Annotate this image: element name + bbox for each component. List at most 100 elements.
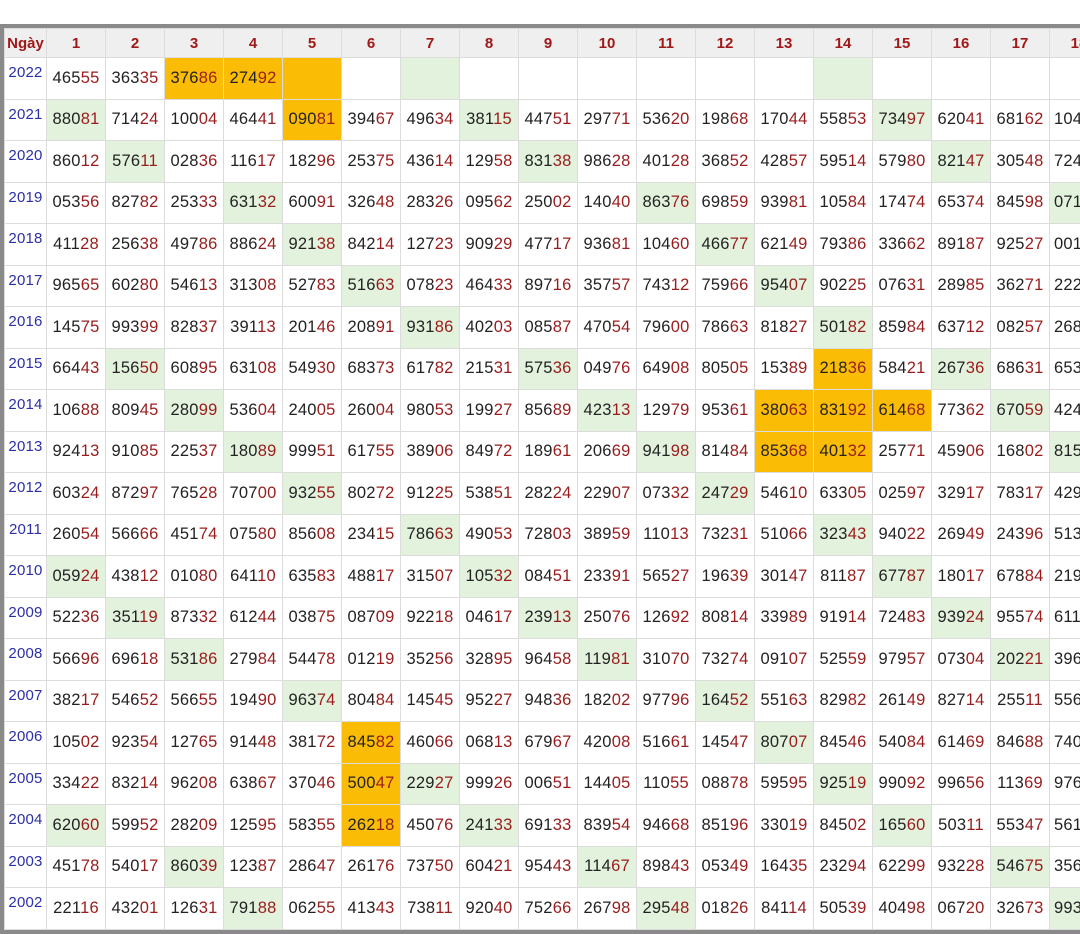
- result-cell: 26218: [342, 805, 401, 847]
- result-cell: 54613: [165, 265, 224, 307]
- result-last-two-digits: 24: [81, 484, 100, 502]
- result-cell: 42857: [755, 141, 814, 183]
- result-last-two-digits: 88: [1025, 733, 1044, 751]
- result-cell: 12765: [165, 722, 224, 764]
- result-prefix: 902: [820, 276, 848, 294]
- result-cell: 611: [1050, 597, 1080, 639]
- header-day-18: 18: [1050, 29, 1080, 58]
- result-last-two-digits: 74: [317, 691, 336, 709]
- result-cell: 19927: [460, 390, 519, 432]
- result-prefix: 912: [407, 484, 435, 502]
- result-cell: 36271: [991, 265, 1050, 307]
- result-prefix: 194: [230, 691, 258, 709]
- result-prefix: 914: [230, 733, 258, 751]
- result-prefix: 339: [761, 608, 789, 626]
- result-prefix: 088: [702, 774, 730, 792]
- result-cell: 10688: [47, 390, 106, 432]
- result-last-two-digits: 49: [907, 691, 926, 709]
- result-cell: 356: [1050, 846, 1080, 888]
- result-cell: 70700: [224, 473, 283, 515]
- result-cell: 33989: [755, 597, 814, 639]
- result-prefix: 851: [702, 816, 730, 834]
- result-cell: 80505: [696, 348, 755, 390]
- result-last-two-digits: 56: [966, 774, 985, 792]
- result-last-two-digits: 86: [199, 69, 218, 87]
- result-cell: 16435: [755, 846, 814, 888]
- result-prefix: 413: [348, 899, 376, 917]
- result-prefix: 925: [820, 774, 848, 792]
- result-last-two-digits: 60: [81, 816, 100, 834]
- result-prefix: 691: [525, 816, 553, 834]
- result-cell: 01080: [165, 556, 224, 598]
- result-cell: 561: [1050, 805, 1080, 847]
- result-cell: 31507: [401, 556, 460, 598]
- result-prefix: 922: [407, 608, 435, 626]
- result-cell: 66443: [47, 348, 106, 390]
- result-cell: 30147: [755, 556, 814, 598]
- result-cell: 95227: [460, 680, 519, 722]
- result-cell: 57980: [873, 141, 932, 183]
- result-cell: 89187: [932, 224, 991, 266]
- year-label: 2011: [5, 514, 47, 556]
- result-last-two-digits: 27: [671, 567, 690, 585]
- result-last-two-digits: 02: [553, 193, 572, 211]
- result-cell: 12958: [460, 141, 519, 183]
- result-prefix: 743: [643, 276, 671, 294]
- result-prefix: 262: [348, 816, 376, 834]
- result-cell: 83214: [106, 763, 165, 805]
- result-last-two-digits: 62: [494, 193, 513, 211]
- result-prefix: 821: [938, 152, 966, 170]
- result-prefix: 126: [643, 608, 671, 626]
- result-last-two-digits: 45: [435, 691, 454, 709]
- result-last-two-digits: 40: [612, 193, 631, 211]
- result-cell: 51661: [637, 722, 696, 764]
- result-prefix: 608: [171, 359, 199, 377]
- result-cell: 28099: [165, 390, 224, 432]
- result-last-two-digits: 78: [317, 650, 336, 668]
- result-prefix: 698: [702, 193, 730, 211]
- result-prefix: 649: [643, 359, 671, 377]
- result-cell: 268: [1050, 307, 1080, 349]
- result-cell: 222: [1050, 265, 1080, 307]
- result-prefix: 765: [171, 484, 199, 502]
- result-cell: 85368: [755, 431, 814, 473]
- result-cell: 67884: [991, 556, 1050, 598]
- result-prefix: 595: [761, 774, 789, 792]
- result-prefix: 827: [112, 193, 140, 211]
- result-prefix: 233: [584, 567, 612, 585]
- result-cell: 11617: [224, 141, 283, 183]
- result-cell: 96374: [283, 680, 342, 722]
- result-last-two-digits: 54: [612, 318, 631, 336]
- result-cell: 84688: [991, 722, 1050, 764]
- result-last-two-digits: 43: [848, 525, 867, 543]
- result-prefix: 282: [525, 484, 553, 502]
- result-cell: [991, 58, 1050, 100]
- result-cell: 15650: [106, 348, 165, 390]
- result-cell: 07332: [637, 473, 696, 515]
- result-last-two-digits: 56: [81, 193, 100, 211]
- result-prefix: 165: [879, 816, 907, 834]
- result-last-two-digits: 33: [494, 816, 513, 834]
- result-prefix: 018: [702, 899, 730, 917]
- result-cell: 64908: [637, 348, 696, 390]
- result-last-two-digits: 13: [553, 608, 572, 626]
- result-prefix: 500: [348, 774, 376, 792]
- result-last-two-digits: 28: [671, 152, 690, 170]
- result-last-two-digits: 14: [966, 691, 985, 709]
- result-last-two-digits: 72: [494, 442, 513, 460]
- result-prefix: 897: [525, 276, 553, 294]
- result-cell: 41128: [47, 224, 106, 266]
- result-cell: 79188: [224, 888, 283, 930]
- result-cell: 27492: [224, 58, 283, 100]
- result-cell: 62149: [755, 224, 814, 266]
- result-prefix: 215: [466, 359, 494, 377]
- result-prefix: 180: [938, 567, 966, 585]
- result-cell: 653: [1050, 348, 1080, 390]
- result-cell: 22537: [165, 431, 224, 473]
- result-last-two-digits: 84: [907, 318, 926, 336]
- result-cell: 96458: [519, 639, 578, 681]
- header-day-8: 8: [460, 29, 519, 58]
- result-prefix: 599: [112, 816, 140, 834]
